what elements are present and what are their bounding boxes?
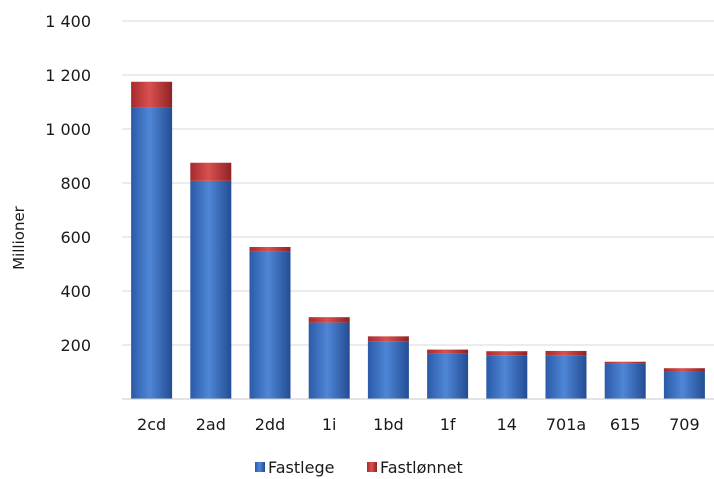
x-tick-label: 709 xyxy=(669,415,700,434)
bars xyxy=(131,81,705,400)
bar-fastlonnet-615 xyxy=(604,361,646,364)
bar-fastlege-1bd xyxy=(367,341,409,399)
x-tick-label: 2cd xyxy=(137,415,166,434)
legend-label-fastlonnet: Fastlønnet xyxy=(380,458,463,477)
bar-fastlonnet-2ad xyxy=(190,162,232,181)
bar-fastlege-14 xyxy=(486,355,528,399)
legend-label-fastlege: Fastlege xyxy=(268,458,334,477)
bar-fastlege-701a xyxy=(545,355,587,399)
x-tick-label: 2ad xyxy=(196,415,226,434)
bar-fastlege-2dd xyxy=(249,251,291,399)
bar-fastlonnet-1i xyxy=(308,317,350,323)
y-tick-label: 800 xyxy=(60,174,91,193)
bar-fastlege-709 xyxy=(663,371,705,399)
x-tick-label: 2dd xyxy=(255,415,286,434)
x-axis-ticks: 2cd 2ad 2dd 1i 1bd 1f 14 701a 615 709 xyxy=(137,415,700,434)
bar-fastlonnet-701a xyxy=(545,350,587,356)
y-tick-label: 400 xyxy=(60,282,91,301)
bar-fastlege-2ad xyxy=(190,180,232,399)
bar-fastlonnet-2dd xyxy=(249,246,291,252)
bar-fastlonnet-2cd xyxy=(131,81,173,108)
y-tick-label: 1 400 xyxy=(45,12,91,31)
bar-fastlonnet-14 xyxy=(486,351,528,356)
x-tick-label: 701a xyxy=(546,415,586,434)
y-axis-label: Millioner xyxy=(10,205,28,270)
bar-fastlege-1f xyxy=(427,353,469,399)
y-tick-label: 1 200 xyxy=(45,66,91,85)
bar-fastlege-2cd xyxy=(131,107,173,400)
y-axis-ticks: 200 400 600 800 1 000 1 200 1 400 xyxy=(45,12,91,355)
legend-swatch-fastlonnet xyxy=(367,462,377,472)
bar-fastlonnet-709 xyxy=(663,368,705,372)
bar-fastlonnet-1bd xyxy=(367,336,409,342)
x-tick-label: 14 xyxy=(497,415,517,434)
legend-item-fastlonnet: Fastlønnet xyxy=(367,458,463,477)
x-tick-label: 1f xyxy=(440,415,456,434)
x-tick-label: 1bd xyxy=(373,415,404,434)
y-tick-label: 200 xyxy=(60,336,91,355)
bar-fastlonnet-1f xyxy=(427,349,469,354)
y-tick-label: 600 xyxy=(60,228,91,247)
legend-swatch-fastlege xyxy=(255,462,265,472)
x-tick-label: 1i xyxy=(322,415,337,434)
bar-fastlege-615 xyxy=(604,363,646,399)
bar-fastlege-1i xyxy=(308,322,350,399)
x-tick-label: 615 xyxy=(610,415,641,434)
y-tick-label: 1 000 xyxy=(45,120,91,139)
legend: Fastlege Fastlønnet xyxy=(255,458,463,477)
legend-item-fastlege: Fastlege xyxy=(255,458,334,477)
